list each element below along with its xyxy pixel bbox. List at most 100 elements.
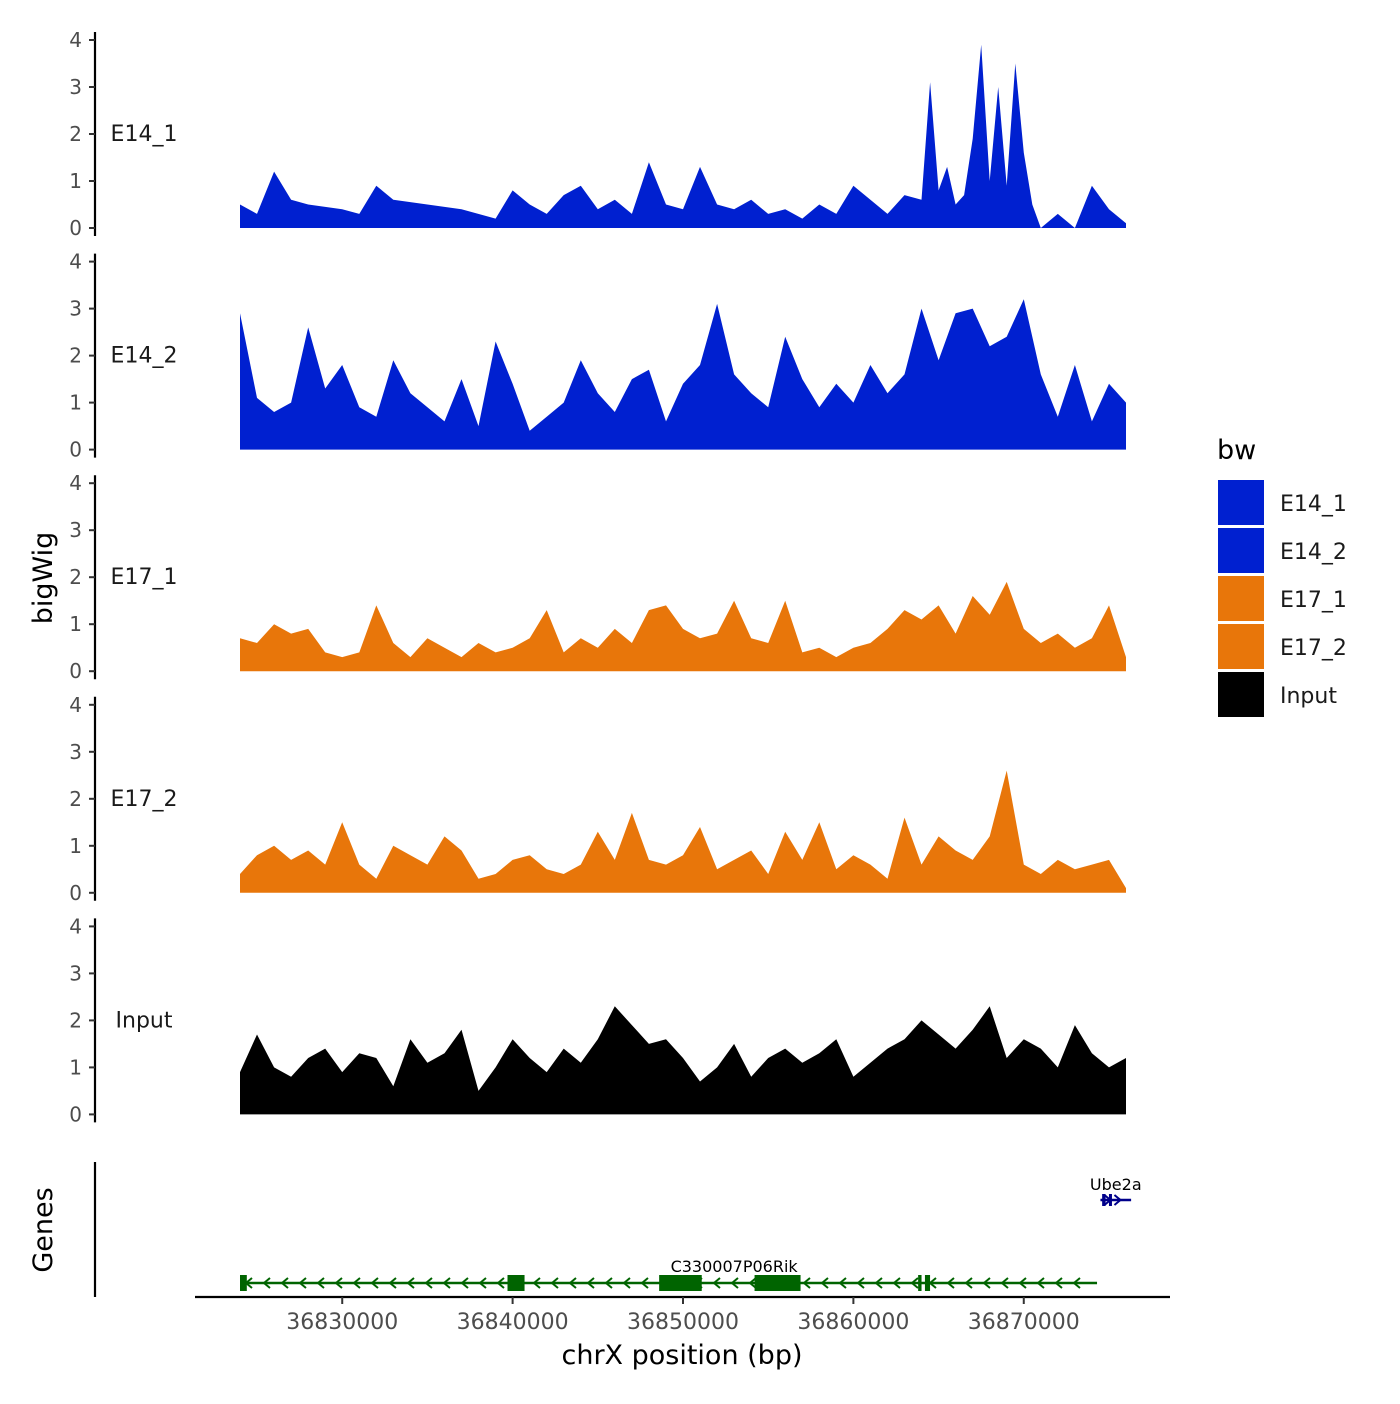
y-tick-label: 4 [69, 914, 82, 938]
legend-item-e17-1: E17_1 [1218, 576, 1347, 621]
y-tick-label: 1 [69, 612, 82, 636]
gene-exon [1102, 1194, 1106, 1206]
strand-chevron [946, 1277, 955, 1289]
y-tick-label: 1 [69, 1055, 82, 1079]
track-label: E17_2 [111, 787, 178, 812]
y-tick-label: 2 [69, 787, 82, 811]
strand-chevron [640, 1277, 649, 1289]
y-tick-label: 4 [69, 250, 82, 274]
legend-title: bw [1217, 435, 1256, 466]
strand-chevron [748, 1277, 757, 1289]
track-panel-e14-1: 0 1 2 3 4 E14_1 [69, 28, 1126, 240]
gene-ube2a: Ube2a [1090, 1175, 1142, 1206]
gene-c330007p06rik: C330007P06Rik [240, 1257, 1098, 1291]
strand-chevron [460, 1277, 469, 1289]
x-tick-label: 36840000 [457, 1310, 569, 1335]
strand-chevron [1000, 1277, 1009, 1289]
signal-area-e17-2 [240, 770, 1126, 893]
track-label: E14_2 [111, 344, 178, 369]
legend-swatch [1218, 480, 1264, 525]
track-panel-e17-2: 0 1 2 3 4 E17_2 [69, 693, 1126, 905]
strand-chevron [406, 1277, 415, 1289]
strand-chevron [712, 1277, 721, 1289]
y-tick-label: 4 [69, 471, 82, 495]
y-tick-label: 0 [69, 1102, 82, 1126]
track-label: E17_1 [111, 565, 178, 590]
strand-chevron [604, 1277, 613, 1289]
gene-exon [507, 1275, 525, 1291]
y-tick-label: 4 [69, 28, 82, 52]
strand-chevron [622, 1277, 631, 1289]
x-tick-label: 36870000 [968, 1310, 1080, 1335]
strand-chevron [1054, 1277, 1063, 1289]
gene-exon [918, 1275, 922, 1291]
signal-area-e17-1 [240, 581, 1126, 672]
y-tick-label: 1 [69, 391, 82, 415]
y-tick-label: 2 [69, 1008, 82, 1032]
legend-label: E17_2 [1280, 636, 1347, 661]
bigwig-axis-title: bigWig [28, 532, 59, 625]
strand-chevron [316, 1277, 325, 1289]
strand-chevron [820, 1277, 829, 1289]
legend: bw E14_1 E14_2 E17_1 E17_2 Input [1217, 435, 1347, 717]
strand-chevron [262, 1277, 271, 1289]
legend-item-e14-1: E14_1 [1218, 480, 1347, 525]
x-tick-label: 36860000 [797, 1310, 909, 1335]
x-tick-label: 36850000 [627, 1310, 739, 1335]
legend-swatch [1218, 528, 1264, 573]
genes-track: C330007P06Rik Ube2a [93, 1162, 1142, 1297]
strand-chevron [442, 1277, 451, 1289]
strand-chevron [478, 1277, 487, 1289]
strand-chevron [838, 1277, 847, 1289]
strand-chevron [1072, 1277, 1081, 1289]
strand-chevron [496, 1277, 505, 1289]
y-tick-label: 2 [69, 565, 82, 589]
y-tick-label: 1 [69, 169, 82, 193]
gene-label: Ube2a [1090, 1175, 1142, 1194]
y-tick-label: 0 [69, 438, 82, 462]
signal-area-e14-2 [240, 299, 1126, 450]
strand-chevron [352, 1277, 361, 1289]
legend-label: E17_1 [1280, 588, 1347, 613]
y-tick-label: 2 [69, 122, 82, 146]
track-panel-e17-1: 0 1 2 3 4 E17_1 [69, 471, 1126, 683]
legend-label: E14_1 [1280, 492, 1347, 517]
strand-chevron [802, 1277, 811, 1289]
strand-chevron [280, 1277, 289, 1289]
y-tick-label: 3 [69, 961, 82, 985]
gene-exon [659, 1275, 702, 1291]
y-tick-label: 0 [69, 659, 82, 683]
strand-chevron [856, 1277, 865, 1289]
gene-exon [754, 1275, 801, 1291]
track-panel-input: 0 1 2 3 4 Input [69, 914, 1126, 1126]
y-tick-label: 1 [69, 834, 82, 858]
strand-chevron [1018, 1277, 1027, 1289]
strand-chevron [982, 1277, 991, 1289]
legend-items: E14_1 E14_2 E17_1 E17_2 Input [1218, 480, 1347, 717]
bigwig-tracks: 0 1 2 3 4 E14_1 0 1 2 3 4 E14_2 0 1 2 3 4 E17_1 0 1 2 3 4 E17_2… [69, 28, 1126, 1126]
legend-label: E14_2 [1280, 540, 1347, 565]
track-panel-e14-2: 0 1 2 3 4 E14_2 [69, 250, 1126, 462]
gene-exon [1108, 1194, 1112, 1206]
strand-chevron [370, 1277, 379, 1289]
signal-area-e14-1 [240, 44, 1126, 229]
y-tick-label: 3 [69, 75, 82, 99]
gene-exon [240, 1275, 247, 1291]
strand-chevron [334, 1277, 343, 1289]
strand-chevron [586, 1277, 595, 1289]
track-label: E14_1 [111, 122, 178, 147]
strand-chevron [298, 1277, 307, 1289]
legend-swatch [1218, 624, 1264, 669]
y-tick-label: 3 [69, 297, 82, 321]
strand-chevron [730, 1277, 739, 1289]
legend-item-e17-2: E17_2 [1218, 624, 1347, 669]
y-tick-label: 0 [69, 881, 82, 905]
legend-swatch [1218, 576, 1264, 621]
strand-chevron [910, 1277, 919, 1289]
strand-chevron [964, 1277, 973, 1289]
y-tick-label: 2 [69, 344, 82, 368]
gene-label: C330007P06Rik [671, 1257, 799, 1276]
genes-axis-title: Genes [28, 1187, 59, 1272]
